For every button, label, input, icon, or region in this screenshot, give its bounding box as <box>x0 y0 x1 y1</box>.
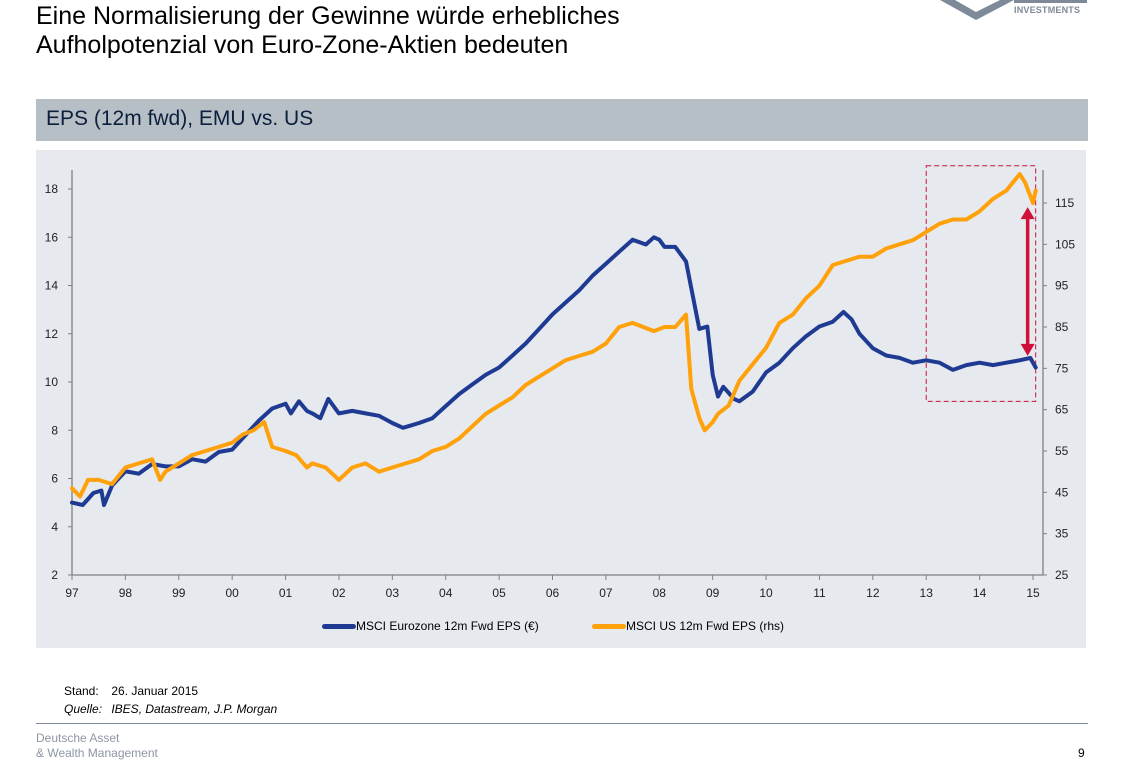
left-tick-label: 16 <box>45 230 59 244</box>
x-tick-label: 98 <box>119 586 133 600</box>
stand-label: Stand: <box>64 684 99 698</box>
left-tick-label: 6 <box>51 472 58 486</box>
quelle-row: Quelle: IBES, Datastream, J.P. Morgan <box>64 702 277 716</box>
x-tick-label: 02 <box>332 586 346 600</box>
arrow-down-icon <box>1020 343 1035 356</box>
x-tick-label: 06 <box>546 586 560 600</box>
chevron-logo-icon <box>940 0 1014 20</box>
stand-row: Stand: 26. Januar 2015 <box>64 684 198 698</box>
stand-value: 26. Januar 2015 <box>111 684 199 698</box>
x-tick-label: 08 <box>653 586 667 600</box>
legend-label-us: MSCI US 12m Fwd EPS (rhs) <box>626 619 785 633</box>
right-tick-label: 55 <box>1055 444 1069 458</box>
left-tick-label: 4 <box>51 520 58 534</box>
x-tick-label: 00 <box>225 586 239 600</box>
right-tick-label: 35 <box>1055 527 1069 541</box>
brand-line2: & Wealth Management <box>36 746 158 760</box>
x-tick-label: 97 <box>65 586 79 600</box>
chart-panel <box>36 150 1086 648</box>
left-tick-label: 12 <box>45 327 59 341</box>
quelle-value: IBES, Datastream, J.P. Morgan <box>111 702 278 716</box>
page-number: 9 <box>1078 746 1085 760</box>
right-tick-label: 85 <box>1055 320 1069 334</box>
right-tick-label: 25 <box>1055 568 1069 582</box>
right-tick-label: 95 <box>1055 279 1069 293</box>
section-header: EPS (12m fwd), EMU vs. US <box>36 99 1088 141</box>
footer-divider <box>36 723 1088 724</box>
series-line-us <box>70 172 1038 499</box>
left-tick-label: 10 <box>45 375 59 389</box>
right-tick-label: 75 <box>1055 361 1069 375</box>
series-line-eurozone <box>70 235 1038 507</box>
x-tick-label: 03 <box>386 586 400 600</box>
legend-label-eurozone: MSCI Eurozone 12m Fwd EPS (€) <box>356 619 539 633</box>
right-tick-label: 105 <box>1055 237 1075 251</box>
x-tick-label: 07 <box>599 586 613 600</box>
logo-bar <box>1014 0 1087 3</box>
x-tick-label: 13 <box>920 586 934 600</box>
left-tick-label: 2 <box>51 568 58 582</box>
x-tick-label: 12 <box>866 586 880 600</box>
section-header-title: EPS (12m fwd), EMU vs. US <box>46 107 314 130</box>
right-tick-label: 115 <box>1055 196 1074 210</box>
arrow-up-icon <box>1020 207 1035 220</box>
x-tick-label: 15 <box>1026 586 1040 600</box>
page-title: Eine Normalisierung der Gewinne würde er… <box>36 2 620 60</box>
x-tick-label: 14 <box>973 586 987 600</box>
chart-axes: 2 4 6 8 10 12 14 16 18 25 35 45 55 65 75 85 95 105 115 97 98… <box>45 170 1075 600</box>
company-logo <box>940 0 1124 22</box>
x-tick-label: 10 <box>759 586 773 600</box>
x-tick-label: 04 <box>439 586 453 600</box>
left-tick-label: 14 <box>45 279 59 293</box>
chart-annotations <box>925 165 1037 402</box>
legend-item-eurozone: MSCI Eurozone 12m Fwd EPS (€) <box>322 619 539 633</box>
x-tick-label: 01 <box>279 586 293 600</box>
legend-swatch-eurozone <box>322 624 356 630</box>
left-tick-label: 18 <box>45 182 59 196</box>
right-tick-label: 65 <box>1055 403 1069 417</box>
legend-item-us: MSCI US 12m Fwd EPS (rhs) <box>592 619 784 633</box>
legend-swatch-us <box>592 624 626 630</box>
x-tick-label: 05 <box>492 586 506 600</box>
brand-line1: Deutsche Asset <box>36 731 120 745</box>
left-tick-label: 8 <box>51 423 58 437</box>
highlight-box <box>925 165 1037 402</box>
page-title-line2: Aufholpotenzial von Euro-Zone-Aktien bed… <box>36 31 569 59</box>
chart-lines <box>70 172 1038 507</box>
page-title-line1: Eine Normalisierung der Gewinne würde er… <box>36 2 620 30</box>
right-tick-label: 45 <box>1055 485 1069 499</box>
brand-text: Deutsche Asset & Wealth Management <box>36 731 158 761</box>
x-tick-label: 11 <box>813 586 826 600</box>
logo-text: INVESTMENTS <box>1014 5 1081 15</box>
quelle-label: Quelle: <box>64 702 103 716</box>
x-tick-label: 09 <box>706 586 720 600</box>
x-tick-label: 99 <box>172 586 186 600</box>
